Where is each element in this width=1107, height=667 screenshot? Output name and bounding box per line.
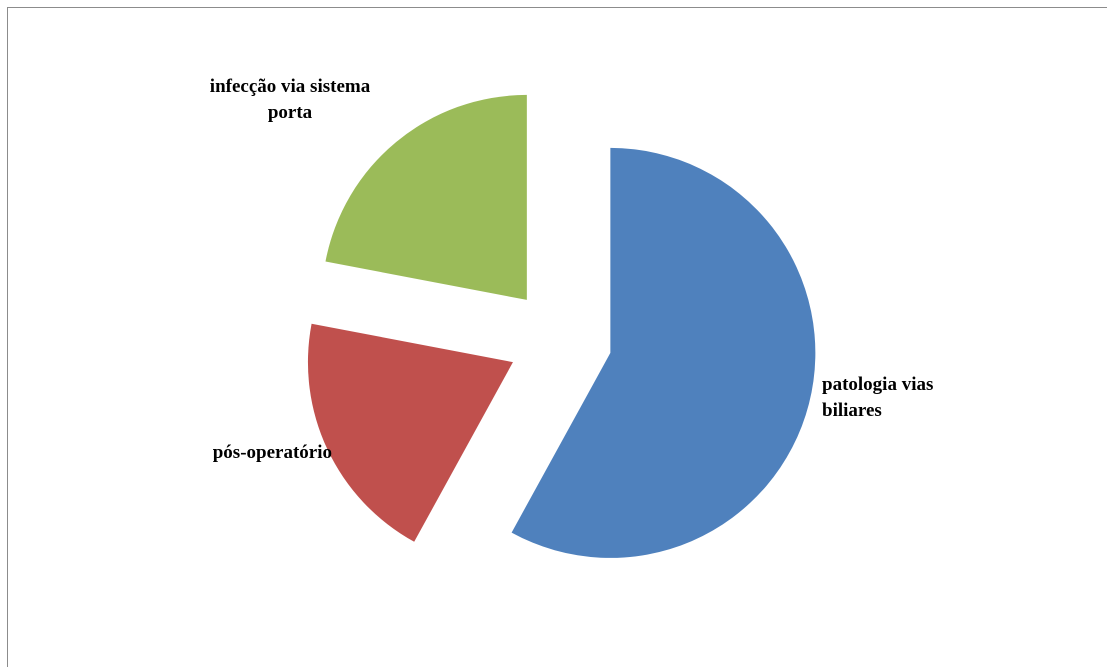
pie-slice-3 (325, 94, 527, 300)
slice-label-line: pós-operatório (213, 442, 332, 463)
slice-label-line: patologia vias (822, 374, 933, 395)
slice-label-line: infecção via sistema (210, 76, 371, 97)
slice-label-line: biliares (822, 400, 882, 421)
chart-area (7, 7, 1107, 667)
slice-label-3: infecção via sistema porta (210, 76, 371, 123)
slice-label-2: pós-operatório (213, 442, 332, 463)
pie-slice-1 (511, 147, 816, 558)
pie-slice-2 (307, 323, 513, 542)
pie-labels: patologia vias biliares pós-operatório infe… (210, 76, 934, 463)
slice-label-1: patologia vias biliares (822, 374, 933, 421)
pie-chart: patologia vias biliares pós-operatório infe… (210, 76, 934, 558)
pie-slices (307, 94, 816, 558)
slice-label-line: porta (268, 102, 313, 123)
